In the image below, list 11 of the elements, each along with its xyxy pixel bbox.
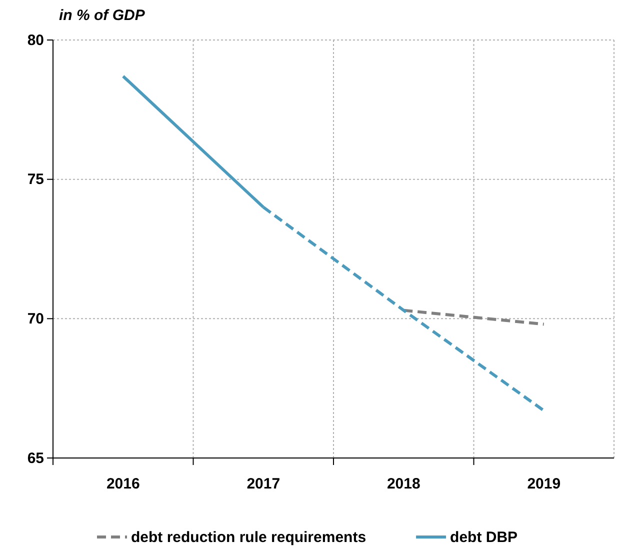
y-axis-title: in % of GDP <box>59 7 146 24</box>
y-tick-label: 65 <box>27 450 44 467</box>
y-tick-label: 75 <box>27 171 44 188</box>
legend-label: debt reduction rule requirements <box>131 529 366 546</box>
y-tick-label: 70 <box>27 310 44 328</box>
y-tick-label: 80 <box>27 32 44 49</box>
x-tick-label: 2016 <box>106 476 140 493</box>
legend-label: debt DBP <box>450 529 518 546</box>
x-tick-label: 2017 <box>246 476 280 493</box>
x-tick-label: 2019 <box>527 476 561 493</box>
x-tick-label: 2018 <box>386 476 420 493</box>
